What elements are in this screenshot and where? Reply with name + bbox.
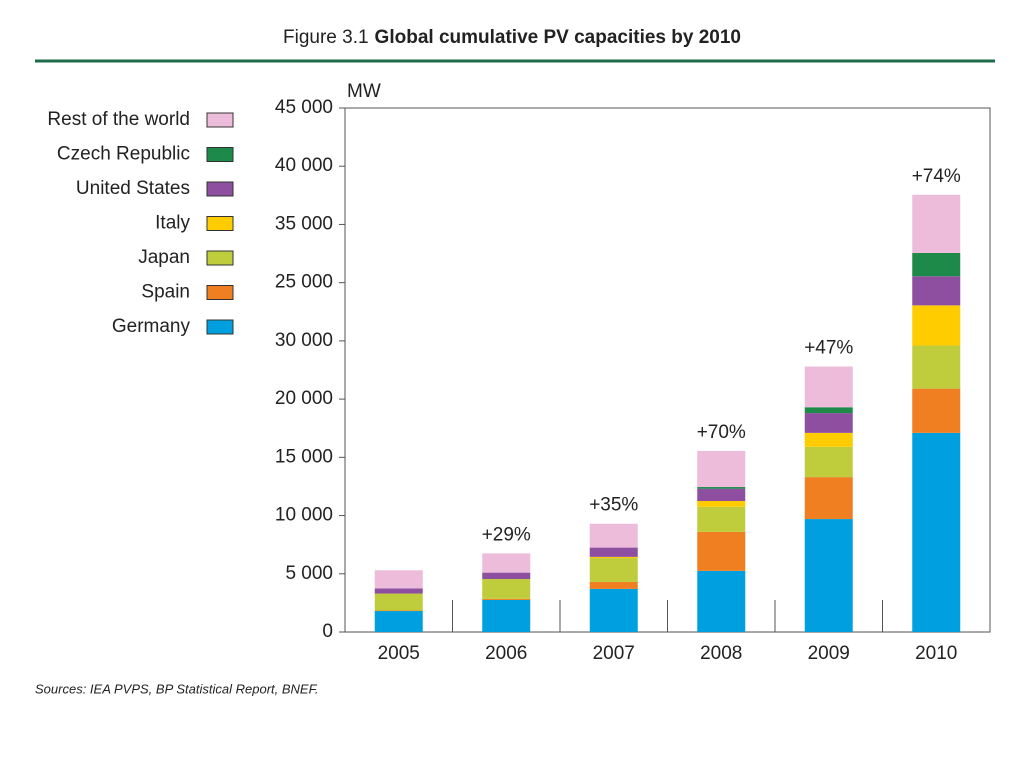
- legend-label: Italy: [155, 213, 190, 234]
- bar-segment: [912, 345, 961, 389]
- growth-label: +29%: [482, 524, 531, 545]
- y-tick-label: 5 000: [285, 563, 333, 584]
- legend-swatch: [206, 250, 234, 266]
- legend-label: Czech Republic: [57, 144, 190, 165]
- growth-label: +47%: [804, 338, 853, 359]
- bar-segment: [912, 252, 961, 277]
- figure-label: Figure 3.1: [283, 27, 369, 48]
- bar-segment: [912, 388, 961, 433]
- bar-segment: [589, 588, 638, 632]
- y-tick-label: 10 000: [275, 505, 333, 526]
- growth-label: +35%: [589, 495, 638, 516]
- growth-label: +74%: [912, 166, 961, 187]
- bar-segment: [374, 611, 423, 632]
- bar-segment: [697, 487, 746, 489]
- bar-segment: [482, 553, 531, 573]
- y-tick-label: 35 000: [275, 213, 333, 234]
- bar-segment: [697, 531, 746, 571]
- legend-swatch: [206, 147, 234, 162]
- bar-segment: [482, 598, 531, 600]
- x-tick-label: 2005: [378, 643, 420, 664]
- bar-segment: [804, 446, 853, 478]
- bar-segment: [804, 407, 853, 414]
- y-tick-label: 40 000: [275, 155, 333, 176]
- legend-swatch: [206, 319, 234, 335]
- legend-swatch: [206, 112, 234, 128]
- legend-label: Germany: [112, 316, 191, 337]
- y-tick-label: 30 000: [275, 330, 333, 351]
- legend-label: United States: [76, 178, 190, 199]
- bar-segment: [697, 488, 746, 501]
- bar-segment: [697, 501, 746, 507]
- plot-frame: [344, 107, 991, 633]
- legend-swatch: [206, 216, 234, 231]
- title-group: Figure 3.1 Global cumulative PV capacitie…: [283, 27, 741, 48]
- legend-swatch: [206, 285, 234, 300]
- y-tick-label: 20 000: [275, 388, 333, 409]
- bar-segment: [482, 599, 531, 632]
- growth-label: +70%: [697, 422, 746, 443]
- bar-segment: [589, 523, 638, 548]
- legend-label: Japan: [138, 247, 190, 268]
- bar-segment: [589, 558, 638, 582]
- x-tick-label: 2007: [593, 643, 635, 664]
- bar-segment: [804, 366, 853, 408]
- legend-swatch: [206, 181, 234, 197]
- bar-segment: [912, 305, 961, 346]
- bar-segment: [697, 506, 746, 532]
- bar-segment: [804, 477, 853, 520]
- legend-label: Spain: [141, 282, 190, 303]
- y-tick-label: 0: [322, 621, 333, 642]
- x-tick-label: 2008: [700, 643, 742, 664]
- bar-segment: [589, 556, 638, 559]
- bar-segment: [697, 450, 746, 488]
- bar-segment: [804, 432, 853, 447]
- bar-segment: [912, 276, 961, 306]
- bar-segment: [374, 593, 423, 611]
- y-tick-label: 15 000: [275, 446, 333, 467]
- y-tick-label: 45 000: [275, 97, 333, 118]
- bar-segment: [912, 432, 961, 632]
- chart-title: Global cumulative PV capacities by 2010: [375, 27, 741, 48]
- bar-segment: [804, 519, 853, 632]
- bar-segment: [482, 579, 531, 599]
- source: Sources: IEA PVPS, BP Statistical Report…: [35, 681, 318, 696]
- bar-segment: [374, 610, 423, 612]
- bar-segment: [482, 572, 531, 580]
- bar-segment: [589, 581, 638, 589]
- bar-segment: [912, 194, 961, 253]
- bar-segment: [374, 570, 423, 589]
- legend-label: Rest of the world: [47, 109, 190, 130]
- bar-segment: [804, 413, 853, 433]
- bar-segment: [374, 588, 423, 594]
- x-tick-label: 2006: [485, 643, 527, 664]
- bar-segment: [589, 547, 638, 557]
- y-tick-label: 25 000: [275, 272, 333, 293]
- x-tick-label: 2010: [915, 643, 957, 664]
- x-tick-label: 2009: [808, 643, 850, 664]
- bar-segment: [697, 570, 746, 632]
- y-unit: MW: [347, 81, 381, 102]
